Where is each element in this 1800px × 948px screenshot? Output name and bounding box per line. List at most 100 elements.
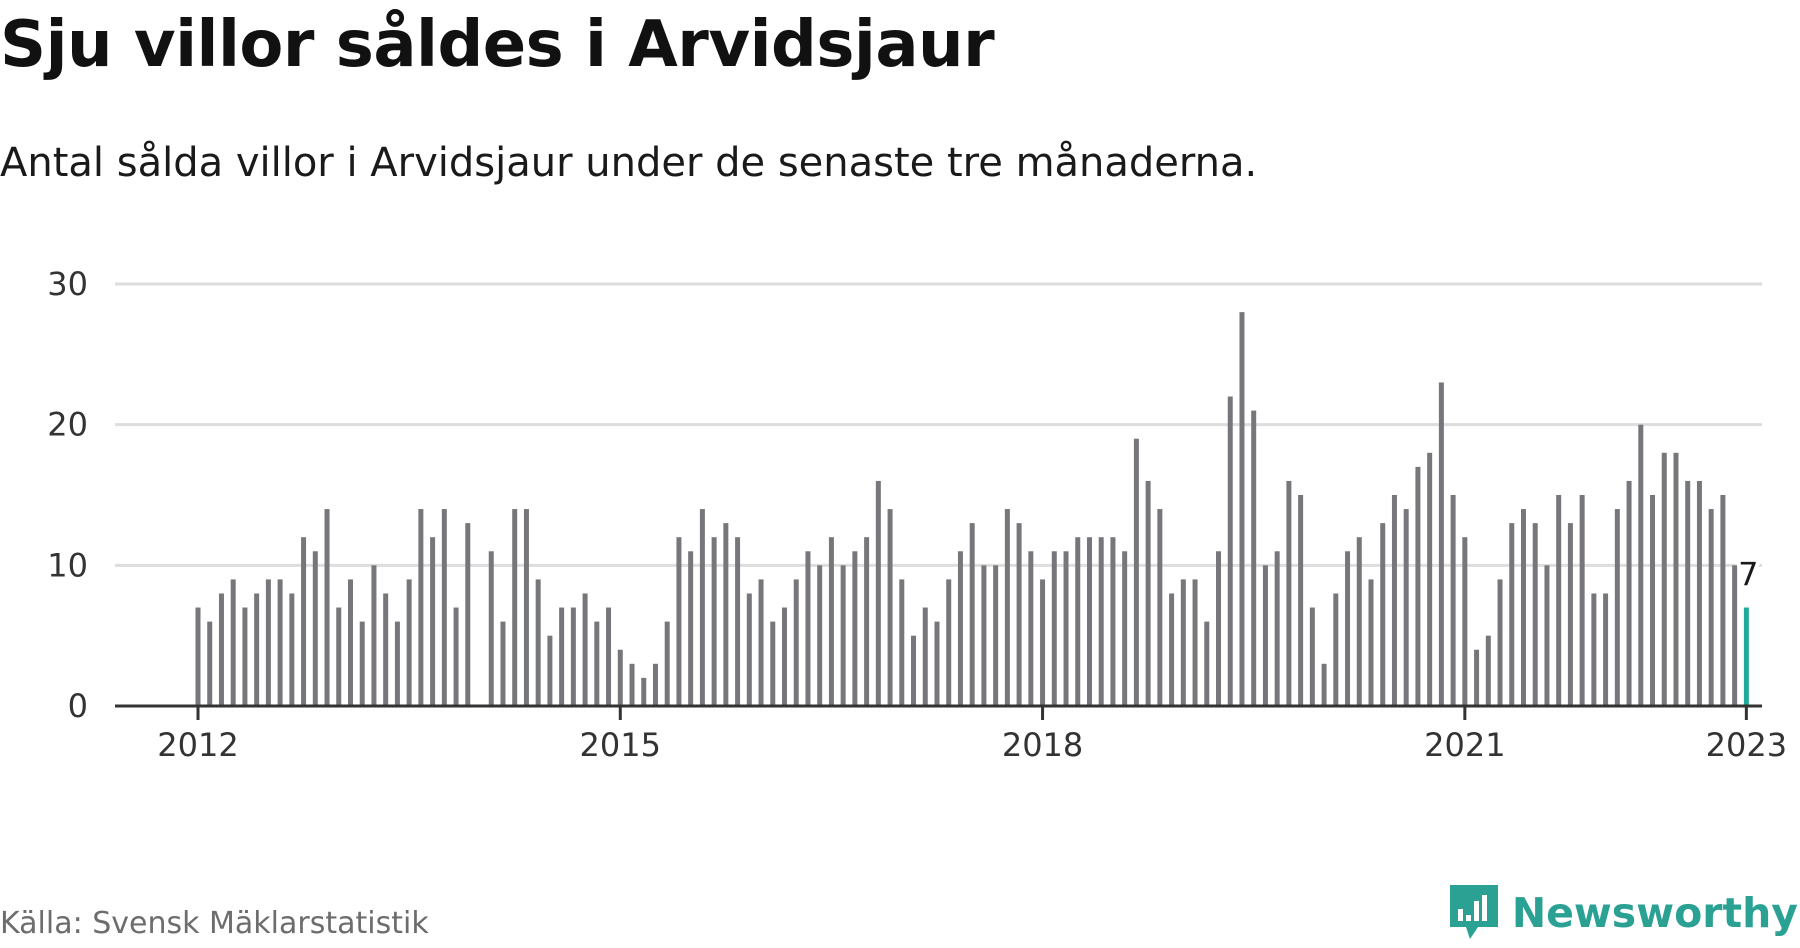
chart-subtitle: Antal sålda villor i Arvidsjaur under de…: [0, 140, 1258, 186]
bar: [922, 607, 928, 706]
bar: [1298, 495, 1304, 706]
x-tick-label: 2015: [580, 726, 661, 764]
bar: [817, 565, 823, 706]
bar: [1614, 509, 1620, 706]
bar: [1532, 523, 1538, 706]
bar: [1251, 410, 1257, 706]
bar: [1685, 480, 1691, 706]
bar: [394, 621, 400, 706]
bar: [1380, 523, 1386, 706]
bar: [1626, 480, 1632, 706]
bar: [1309, 607, 1315, 706]
bar: [1556, 495, 1562, 706]
bar: [957, 551, 963, 706]
bar: [1732, 565, 1738, 706]
annotations: 77: [1734, 552, 1762, 598]
y-axis-ticks: 0 10 20 30: [47, 265, 88, 725]
grid-lines: [115, 282, 1762, 567]
bar: [1180, 579, 1186, 706]
bar: [1673, 452, 1679, 706]
bar: [1086, 537, 1092, 706]
bar: [899, 579, 905, 706]
bar: [406, 579, 412, 706]
bar: [383, 593, 389, 706]
bar: [1368, 579, 1374, 706]
bar: [852, 551, 858, 706]
bar: [1391, 495, 1397, 706]
bar: [1075, 537, 1081, 706]
bar: [688, 551, 694, 706]
bar: [1520, 509, 1526, 706]
bar: [418, 509, 424, 706]
bar: [1720, 495, 1726, 706]
bar: [1333, 593, 1339, 706]
bar: [606, 607, 612, 706]
bar: [347, 579, 353, 706]
bar: [1497, 579, 1503, 706]
bar: [1603, 593, 1609, 706]
bar: [441, 509, 447, 706]
bar: [641, 677, 647, 706]
bar: [946, 579, 952, 706]
bar: [828, 537, 834, 706]
bar: [1321, 663, 1327, 706]
bar: [1274, 551, 1280, 706]
bar: [1016, 523, 1022, 706]
bar: [371, 565, 377, 706]
brand-logo[interactable]: Newsworthy: [1449, 885, 1798, 941]
bar: [594, 621, 600, 706]
brand-name: Newsworthy: [1511, 889, 1798, 937]
bar: [453, 607, 459, 706]
bar: [1098, 537, 1104, 706]
x-tick-label: 2012: [157, 726, 238, 764]
bar: [1040, 579, 1046, 706]
bar: [1544, 565, 1550, 706]
bar: [1462, 537, 1468, 706]
value-label-halo: 7: [1738, 556, 1758, 594]
bar: [207, 621, 213, 706]
bar: [629, 663, 635, 706]
bar-highlight: [1743, 607, 1749, 706]
x-tick-label: 2023: [1706, 726, 1787, 764]
bar: [488, 551, 494, 706]
bar: [1579, 495, 1585, 706]
bar: [1133, 438, 1139, 706]
bar: [1286, 480, 1292, 706]
bar: [570, 607, 576, 706]
x-axis-ticks: 2012 2015 2018 2021 2023: [157, 706, 1787, 764]
x-tick-label: 2021: [1424, 726, 1505, 764]
bar: [324, 509, 330, 706]
y-tick-label: 30: [47, 265, 88, 303]
bar: [1509, 523, 1515, 706]
bar: [547, 635, 553, 706]
bar: [523, 509, 529, 706]
bar: [1051, 551, 1057, 706]
bar: [652, 663, 658, 706]
bar: [1028, 551, 1034, 706]
bar: [336, 607, 342, 706]
bar: [875, 480, 881, 706]
bar: [934, 621, 940, 706]
bar: [1145, 480, 1151, 706]
bar: [500, 621, 506, 706]
bar: [1591, 593, 1597, 706]
bar: [512, 509, 518, 706]
bar: [1262, 565, 1268, 706]
bar: [1638, 424, 1644, 706]
bar: [746, 593, 752, 706]
bar: [981, 565, 987, 706]
bar: [1122, 551, 1128, 706]
bar: [676, 537, 682, 706]
value-label: 7: [1738, 556, 1758, 594]
y-tick-label: 10: [47, 546, 88, 584]
y-tick-label: 0: [68, 687, 88, 725]
bar: [1427, 452, 1433, 706]
bar: [277, 579, 283, 706]
bar: [430, 537, 436, 706]
bar: [301, 537, 307, 706]
bar: [993, 565, 999, 706]
bar: [770, 621, 776, 706]
bar: [1204, 621, 1210, 706]
bar: [535, 579, 541, 706]
